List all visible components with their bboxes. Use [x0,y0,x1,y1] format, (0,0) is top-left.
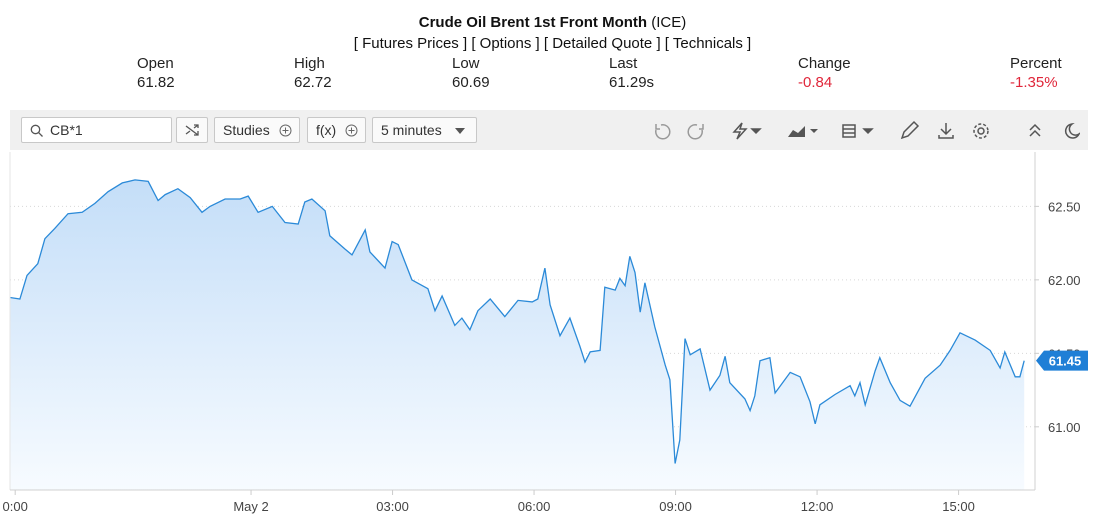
stat-label: High [294,55,325,72]
stat-value: -1.35% [1010,74,1058,91]
functions-label: f(x) [316,122,337,138]
x-tick-label: 0:00 [3,499,28,514]
link[interactable]: [ Detailed Quote ] [543,35,661,52]
stat-value: -0.84 [798,74,833,91]
search-icon [30,124,43,137]
plus-icon [279,124,292,137]
x-tick-label: 09:00 [659,499,692,514]
dark-mode[interactable] [1064,122,1080,139]
symbol-search[interactable]: CB*1 [21,117,172,143]
instrument-name: Crude Oil Brent 1st Front Month [418,14,648,31]
exchange: (ICE) [651,14,687,31]
stat-label: Percent [1010,55,1062,72]
y-tick-label: 61.00 [1048,420,1081,435]
x-tick-label: 03:00 [376,499,409,514]
stat-label: Last [609,55,638,72]
draw[interactable] [900,120,920,140]
plus-icon [345,124,358,137]
x-tick-label: May 2 [233,499,268,514]
toolbar: CB*1 Studies f(x) 5 minutes [10,110,1088,150]
area-fill [10,179,1025,490]
stat-label: Change [798,55,851,72]
redo[interactable] [687,124,704,140]
x-tick-label: 06:00 [518,499,551,514]
stat: Change -0.84 [798,54,851,92]
link[interactable]: [ Options ] [471,35,540,52]
shuffle-icon [185,124,199,136]
interval-select[interactable]: 5 minutes [372,117,477,143]
stat-value: 61.29s [609,74,655,91]
studies-label: Studies [223,122,270,138]
interval-label: 5 minutes [381,122,442,138]
caret [455,128,465,134]
undo[interactable] [655,124,671,140]
stat: Low 60.69 [452,54,490,92]
studies-button[interactable]: Studies [214,117,300,143]
layout[interactable] [842,124,874,138]
y-tick-label: 62.50 [1048,199,1081,214]
settings[interactable] [973,123,989,139]
stat-label: Open [137,55,174,72]
collapse[interactable] [1029,123,1041,137]
toolbar-icons [655,120,1080,140]
price-line [10,179,1025,464]
stat-label: Low [452,55,480,72]
link[interactable]: [ Technicals ] [664,35,752,52]
x-tick-label: 15:00 [942,499,975,514]
compare-button[interactable] [176,117,208,143]
last-price-label: 61.45 [1049,354,1082,369]
stat-value: 60.69 [452,74,490,91]
stat: Last 61.29s [609,54,654,92]
indicators[interactable] [732,122,762,140]
stat: High 62.72 [294,54,332,92]
y-tick-label: 62.00 [1048,273,1081,288]
chart-type[interactable] [788,126,818,137]
functions-button[interactable]: f(x) [307,117,366,143]
symbol: CB*1 [50,122,83,138]
stat-value: 61.82 [137,74,175,91]
download[interactable] [938,123,954,139]
stat: Open 61.82 [137,54,175,92]
quote-links: [ Futures Prices ] [ Options ] [ Detaile… [0,35,1105,52]
link[interactable]: [ Futures Prices ] [353,35,468,52]
title: Crude Oil Brent 1st Front Month (ICE) [0,14,1105,31]
stat: Percent -1.35% [1010,54,1062,92]
last-price-tag [1036,350,1088,371]
x-tick-label: 12:00 [801,499,834,514]
stat-value: 62.72 [294,74,332,91]
